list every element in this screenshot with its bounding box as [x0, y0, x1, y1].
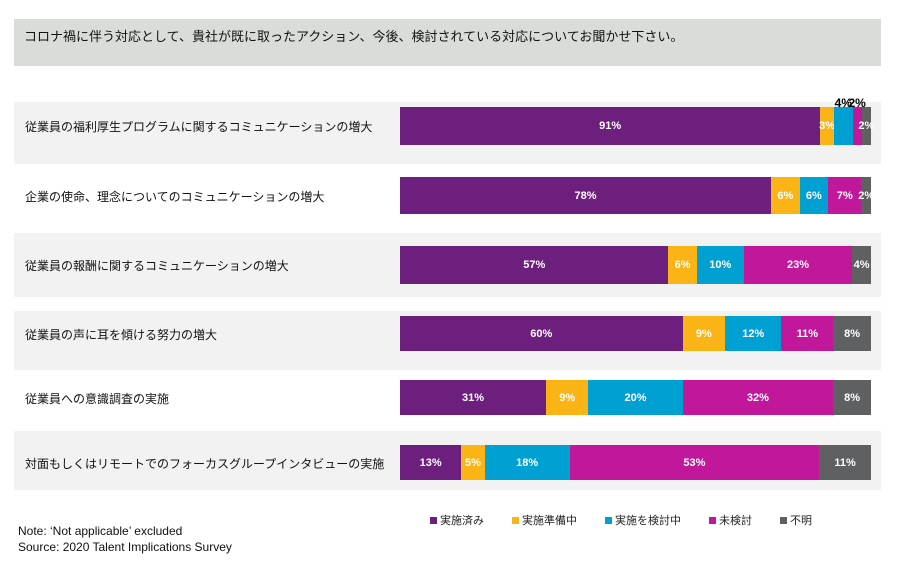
bar-segment: 12% [724, 316, 782, 351]
bar-segment: 6% [771, 177, 800, 214]
data-label: 12% [742, 327, 765, 340]
bar-segment: 2% [858, 177, 875, 214]
legend-swatch [780, 516, 787, 524]
bar-segment: 23% [743, 246, 853, 284]
category-label: 従業員の福利厚生プログラムに関するコミュニケーションの増大 [25, 120, 373, 134]
legend-label: 実施を検討中 [615, 514, 681, 527]
bar-segment: 8% [833, 316, 871, 351]
data-label: 13% [419, 456, 442, 469]
data-label: 91% [599, 120, 622, 132]
legend-label: 未検討 [719, 514, 752, 527]
data-label: 20% [624, 391, 647, 404]
legend-label: 実施済み [440, 514, 484, 527]
legend-item: 実施を検討中 [605, 512, 681, 528]
bar-segment: 2% [858, 107, 874, 145]
stacked-bar: 13% 5% 18% 53% 11% [400, 445, 871, 480]
stacked-bar: 91% 3% 4% 2% 2% [400, 96, 874, 145]
bar-segment: 4% [834, 96, 853, 145]
data-label: 10% [709, 259, 732, 271]
data-label: 11% [796, 327, 819, 340]
legend-item: 不明 [780, 512, 812, 528]
data-label: 8% [844, 327, 861, 340]
data-label: 2% [858, 120, 875, 132]
data-label: 9% [695, 327, 712, 340]
bar-segment: 13% [400, 445, 462, 480]
bar-segment: 11% [781, 316, 834, 351]
data-label: 6% [805, 189, 822, 202]
bar-segment: 9% [546, 380, 589, 415]
legend-item: 実施準備中 [512, 512, 577, 528]
bar-segment: 9% [682, 316, 725, 351]
bar-segment: 3% [819, 107, 836, 145]
bar-segment: 7% [828, 177, 862, 214]
bar-segment: 10% [696, 246, 744, 284]
data-label: 11% [834, 456, 856, 469]
data-label: 32% [746, 391, 769, 404]
bar-segment: 53% [569, 445, 820, 480]
data-label: 31% [461, 391, 485, 404]
bar-segment: 6% [668, 246, 697, 284]
bar-segment: 11% [819, 445, 871, 480]
category-label: 企業の使命、理念についてのコミュニケーションの増大 [25, 189, 325, 204]
legend-item: 未検討 [709, 512, 752, 528]
legend: 実施済み 実施準備中 実施を検討中 未検討 不明 [430, 512, 840, 528]
note-text: Note: ‘Not applicable’ excluded [18, 524, 183, 538]
category-label: 対面もしくはリモートでのフォーカスグループインタビューの実施 [25, 456, 385, 471]
data-label: 6% [777, 189, 794, 202]
data-label: 23% [786, 259, 809, 271]
legend-label: 不明 [790, 514, 812, 527]
category-label: 従業員への意識調査の実施 [25, 391, 170, 406]
legend-label: 実施準備中 [522, 514, 577, 527]
data-label: 2% [848, 96, 866, 110]
footnote: Note: ‘Not applicable’ excluded Source: … [18, 523, 232, 555]
data-label: 5% [465, 456, 481, 469]
bar-segment: 6% [799, 177, 829, 214]
legend-swatch [430, 516, 437, 524]
category-label: 従業員の報酬に関するコミュニケーションの増大 [25, 259, 289, 273]
category-label: 従業員の声に耳を傾ける努力の増大 [25, 327, 218, 342]
bar-segment: 32% [682, 380, 834, 415]
bar-segment: 2% [848, 96, 866, 145]
bar-segment: 5% [461, 445, 485, 480]
stacked-bar: 60% 9% 12% 11% 8% [400, 316, 871, 351]
data-label: 6% [674, 259, 691, 271]
data-label: 57% [523, 259, 546, 271]
bar-segment: 60% [400, 316, 683, 351]
bar-segment: 57% [400, 246, 669, 284]
data-label: 18% [516, 456, 539, 469]
bar-segment: 4% [852, 246, 871, 284]
data-label: 2% [858, 189, 875, 202]
data-label: 4% [853, 259, 870, 271]
bar-segment: 20% [588, 380, 683, 415]
stacked-bar: 31% 9% 20% 32% 8% [400, 380, 871, 415]
data-label: 4% [834, 96, 852, 110]
data-label: 7% [836, 189, 853, 202]
chart-title: コロナ禍に伴う対応として、貴社が既に取ったアクション、今後、検討されている対応に… [24, 30, 684, 45]
data-label: 60% [530, 327, 553, 340]
data-label: 78% [574, 189, 597, 202]
source-text: Source: 2020 Talent Implications Survey [18, 540, 232, 554]
stacked-bar: 78% 6% 6% 7% 2% [400, 177, 875, 214]
data-label: 9% [559, 391, 576, 404]
data-label: 53% [683, 456, 706, 469]
bar-segment: 8% [833, 380, 871, 415]
bar-segment: 91% [400, 107, 821, 145]
legend-swatch [605, 516, 612, 524]
bar-segment: 18% [484, 445, 570, 480]
question-header: コロナ禍に伴う対応として、貴社が既に取ったアクション、今後、検討されている対応に… [14, 19, 881, 66]
bar-segment: 78% [400, 177, 772, 214]
legend-swatch [512, 516, 519, 524]
legend-swatch [709, 516, 716, 524]
data-label: 8% [844, 391, 861, 404]
legend-item: 実施済み [430, 512, 484, 528]
stacked-bar: 57% 6% 10% 23% 4% [400, 246, 871, 284]
data-label: 3% [819, 120, 836, 132]
bar-segment: 31% [400, 380, 546, 415]
